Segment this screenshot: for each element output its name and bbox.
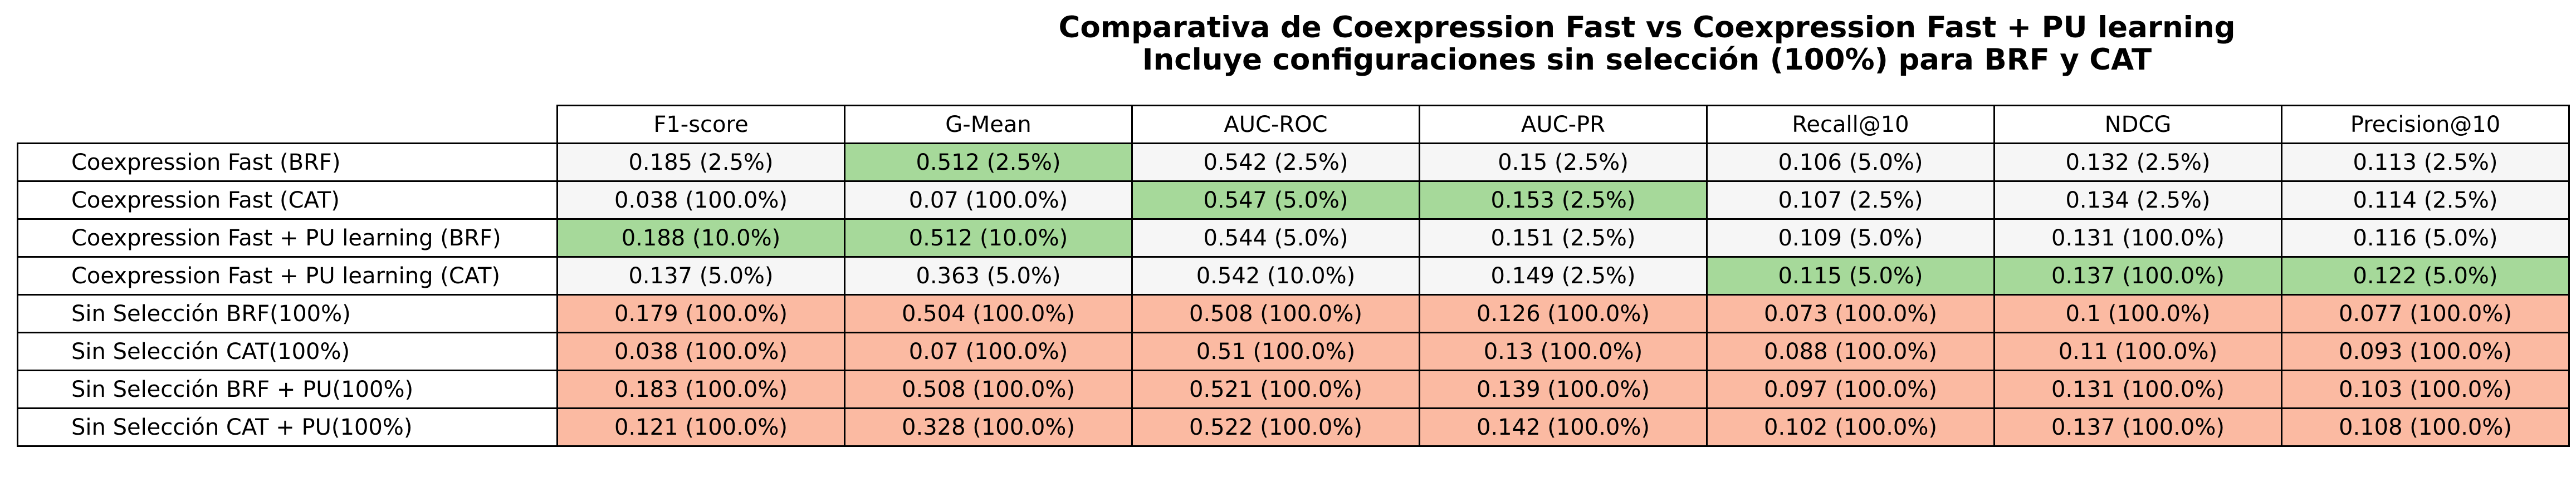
table-cell-baseline: 0.11 (100.0%) — [1993, 332, 2282, 371]
column-header: Recall@10 — [1706, 105, 1995, 144]
table-cell-neutral: 0.363 (5.0%) — [844, 256, 1133, 296]
table-cell-baseline: 0.521 (100.0%) — [1131, 370, 1420, 409]
table-cell-best: 0.115 (5.0%) — [1706, 256, 1995, 296]
table-cell-baseline: 0.51 (100.0%) — [1131, 332, 1420, 371]
table-cell-baseline: 0.038 (100.0%) — [556, 332, 845, 371]
table-cell-neutral: 0.132 (2.5%) — [1993, 142, 2282, 182]
table-cell-neutral: 0.134 (2.5%) — [1993, 180, 2282, 220]
table-cell-neutral: 0.116 (5.0%) — [2281, 218, 2570, 258]
table-cell-baseline: 0.097 (100.0%) — [1706, 370, 1995, 409]
table-cell-baseline: 0.126 (100.0%) — [1419, 294, 1708, 333]
table-cell-baseline: 0.131 (100.0%) — [1993, 370, 2282, 409]
column-header: G-Mean — [844, 105, 1133, 144]
table-cell-baseline: 0.077 (100.0%) — [2281, 294, 2570, 333]
row-label: Coexpression Fast (BRF) — [17, 142, 558, 182]
table-cell-neutral: 0.185 (2.5%) — [556, 142, 845, 182]
column-header: Precision@10 — [2281, 105, 2570, 144]
header-corner — [18, 106, 558, 144]
table-row: Coexpression Fast (BRF) 0.185 (2.5%) 0.512… — [17, 142, 2570, 182]
table-cell-baseline: 0.088 (100.0%) — [1706, 332, 1995, 371]
table-cell-neutral: 0.038 (100.0%) — [556, 180, 845, 220]
chart-subtitle: Incluye configuraciones sin selección (1… — [1142, 43, 2152, 77]
table-cell-neutral: 0.106 (5.0%) — [1706, 142, 1995, 182]
column-header: NDCG — [1993, 105, 2282, 144]
row-label: Sin Selección BRF + PU(100%) — [17, 370, 558, 409]
table-cell-baseline: 0.093 (100.0%) — [2281, 332, 2570, 371]
table-cell-baseline: 0.108 (100.0%) — [2281, 407, 2570, 447]
table-cell-baseline: 0.1 (100.0%) — [1993, 294, 2282, 333]
column-header: AUC-PR — [1419, 105, 1708, 144]
row-label: Sin Selección CAT + PU(100%) — [17, 407, 558, 447]
table-cell-baseline: 0.183 (100.0%) — [556, 370, 845, 409]
table-cell-neutral: 0.149 (2.5%) — [1419, 256, 1708, 296]
row-label: Sin Selección BRF(100%) — [17, 294, 558, 333]
table-cell-neutral: 0.137 (5.0%) — [556, 256, 845, 296]
table-row: Coexpression Fast + PU learning (CAT) 0.1… — [17, 256, 2570, 296]
table-row: Sin Selección CAT + PU(100%) 0.121 (100.0… — [17, 407, 2570, 447]
table-cell-best: 0.512 (2.5%) — [844, 142, 1133, 182]
table-row: Coexpression Fast (CAT) 0.038 (100.0%) 0.0… — [17, 180, 2570, 220]
results-table: F1-score G-Mean AUC-ROC AUC-PR Recall@10… — [17, 105, 2570, 447]
row-label: Sin Selección CAT(100%) — [17, 332, 558, 371]
table-cell-neutral: 0.07 (100.0%) — [844, 180, 1133, 220]
table-cell-best: 0.188 (10.0%) — [556, 218, 845, 258]
table-cell-neutral: 0.109 (5.0%) — [1706, 218, 1995, 258]
chart-title: Comparativa de Coexpression Fast vs Coex… — [1058, 11, 2236, 45]
table-row: Coexpression Fast + PU learning (BRF) 0.1… — [17, 218, 2570, 258]
table-cell-neutral: 0.114 (2.5%) — [2281, 180, 2570, 220]
table-cell-neutral: 0.113 (2.5%) — [2281, 142, 2570, 182]
table-cell-neutral: 0.107 (2.5%) — [1706, 180, 1995, 220]
table-row: Sin Selección BRF + PU(100%) 0.183 (100.0… — [17, 370, 2570, 409]
table-cell-neutral: 0.544 (5.0%) — [1131, 218, 1420, 258]
table-cell-baseline: 0.508 (100.0%) — [1131, 294, 1420, 333]
table-cell-baseline: 0.508 (100.0%) — [844, 370, 1133, 409]
table-body: Coexpression Fast (BRF) 0.185 (2.5%) 0.512… — [17, 142, 2570, 447]
table-row: Sin Selección CAT(100%) 0.038 (100.0%) 0.0… — [17, 332, 2570, 371]
table-cell-baseline: 0.103 (100.0%) — [2281, 370, 2570, 409]
table-cell-neutral: 0.542 (10.0%) — [1131, 256, 1420, 296]
row-label: Coexpression Fast + PU learning (CAT) — [17, 256, 558, 296]
table-cell-baseline: 0.13 (100.0%) — [1419, 332, 1708, 371]
table-cell-best: 0.547 (5.0%) — [1131, 180, 1420, 220]
table-cell-baseline: 0.102 (100.0%) — [1706, 407, 1995, 447]
table-cell-best: 0.137 (100.0%) — [1993, 256, 2282, 296]
column-header: F1-score — [556, 105, 845, 144]
column-header: AUC-ROC — [1131, 105, 1420, 144]
table-cell-baseline: 0.139 (100.0%) — [1419, 370, 1708, 409]
table-cell-baseline: 0.073 (100.0%) — [1706, 294, 1995, 333]
table-row: Sin Selección BRF(100%) 0.179 (100.0%) 0.5… — [17, 294, 2570, 333]
table-cell-baseline: 0.328 (100.0%) — [844, 407, 1133, 447]
table-cell-best: 0.153 (2.5%) — [1419, 180, 1708, 220]
table-cell-baseline: 0.121 (100.0%) — [556, 407, 845, 447]
table-cell-baseline: 0.522 (100.0%) — [1131, 407, 1420, 447]
table-cell-neutral: 0.15 (2.5%) — [1419, 142, 1708, 182]
table-cell-baseline: 0.137 (100.0%) — [1993, 407, 2282, 447]
row-label: Coexpression Fast + PU learning (BRF) — [17, 218, 558, 258]
table-cell-neutral: 0.151 (2.5%) — [1419, 218, 1708, 258]
table-cell-baseline: 0.179 (100.0%) — [556, 294, 845, 333]
table-cell-baseline: 0.504 (100.0%) — [844, 294, 1133, 333]
row-label: Coexpression Fast (CAT) — [17, 180, 558, 220]
table-cell-best: 0.512 (10.0%) — [844, 218, 1133, 258]
table-cell-neutral: 0.131 (100.0%) — [1993, 218, 2282, 258]
header-row: F1-score G-Mean AUC-ROC AUC-PR Recall@10… — [18, 105, 2570, 144]
table-cell-baseline: 0.07 (100.0%) — [844, 332, 1133, 371]
table-cell-neutral: 0.542 (2.5%) — [1131, 142, 1420, 182]
table-cell-best: 0.122 (5.0%) — [2281, 256, 2570, 296]
table-cell-baseline: 0.142 (100.0%) — [1419, 407, 1708, 447]
